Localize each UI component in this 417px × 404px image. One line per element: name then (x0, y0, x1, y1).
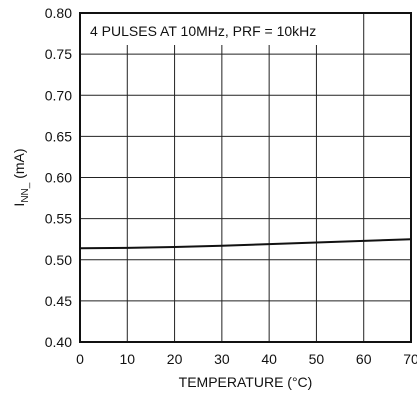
y-tick-label: 0.55 (45, 211, 72, 227)
x-tick-label: 30 (214, 351, 230, 367)
x-tick-labels: 0 10 20 30 40 50 60 70 (76, 351, 417, 367)
annotation-box: 4 PULSES AT 10MHz, PRF = 10kHz (81, 14, 332, 45)
grid (80, 13, 411, 342)
x-axis-title: TEMPERATURE (°C) (179, 374, 313, 390)
y-tick-label: 0.75 (45, 46, 72, 62)
x-tick-label: 10 (119, 351, 135, 367)
x-tick-label: 60 (356, 351, 372, 367)
x-tick-label: 20 (167, 351, 183, 367)
x-tick-label: 40 (261, 351, 277, 367)
annotation-text: 4 PULSES AT 10MHz, PRF = 10kHz (90, 23, 316, 39)
series-layer (79, 238, 412, 250)
y-axis-title: INN_ (mA) (11, 148, 31, 206)
annotation-background (81, 14, 332, 45)
y-axis-title-unit: (mA) (11, 148, 27, 182)
series-line (79, 238, 412, 250)
plot-frame (79, 12, 412, 343)
x-tick-label: 50 (309, 351, 325, 367)
y-tick-label: 0.45 (45, 293, 72, 309)
x-tick-label: 0 (76, 351, 84, 367)
y-axis-title-main: I (11, 203, 27, 207)
y-tick-label: 0.60 (45, 170, 72, 186)
y-axis-title-sub: NN_ (20, 182, 31, 202)
y-tick-label: 0.70 (45, 87, 72, 103)
y-tick-label: 0.80 (45, 5, 72, 21)
y-tick-label: 0.40 (45, 334, 72, 350)
y-tick-labels: 0.40 0.45 0.50 0.55 0.60 0.65 0.70 0.75 0.80 (45, 5, 72, 350)
y-tick-label: 0.65 (45, 128, 72, 144)
y-tick-label: 0.50 (45, 252, 72, 268)
x-tick-label: 70 (403, 351, 417, 367)
